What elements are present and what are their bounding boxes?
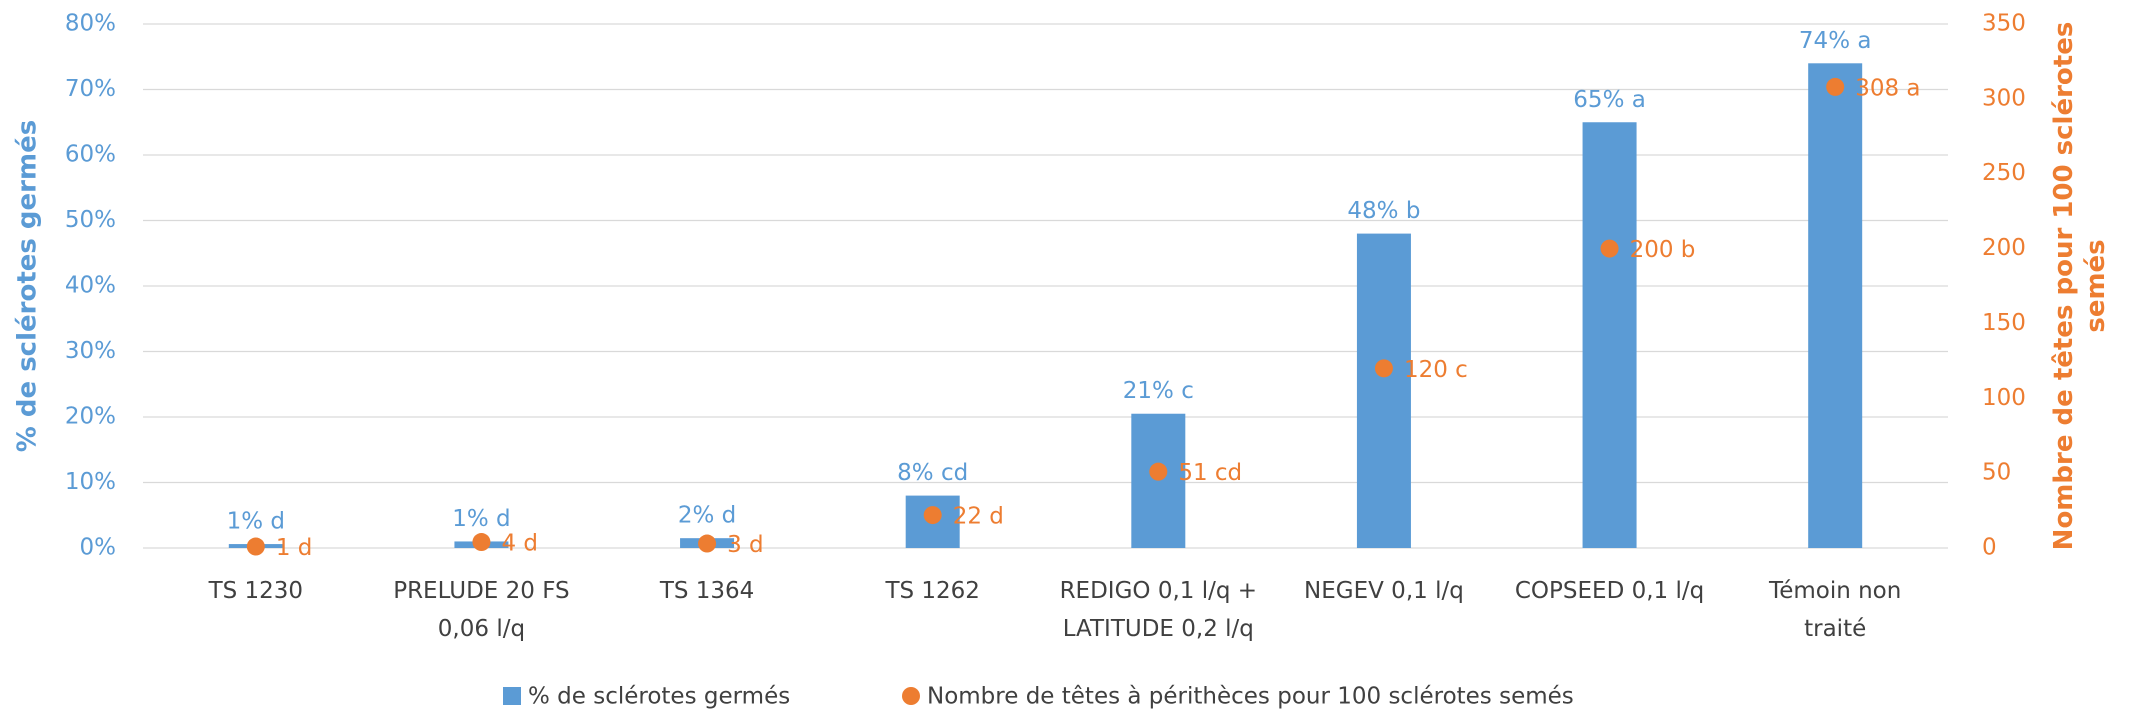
bar-value-label: 48% b <box>1347 198 1420 224</box>
x-tick-label: TS 1262 <box>884 578 980 604</box>
point-value-label: 3 d <box>727 532 764 558</box>
y-tick-label: 60% <box>65 142 116 168</box>
point <box>1149 462 1168 481</box>
point-value-label: 120 c <box>1404 357 1468 383</box>
bar-value-label: 65% a <box>1573 87 1646 113</box>
y-tick-label: 20% <box>65 404 116 430</box>
point <box>923 506 942 525</box>
point <box>246 537 265 556</box>
x-tick-label: TS 1364 <box>659 578 755 604</box>
x-tick-label-line: traité <box>1804 616 1866 642</box>
point <box>472 533 491 552</box>
y2-tick-label: 350 <box>1982 11 2026 37</box>
y2-tick-label: 150 <box>1982 310 2026 336</box>
y-tick-label: 50% <box>65 207 116 233</box>
x-tick-label: Témoin non traité <box>1768 578 1901 642</box>
x-tick-label: TS 1230 <box>208 578 304 604</box>
x-tick-label-line: TS 1262 <box>884 578 980 604</box>
y2-tick-label: 100 <box>1982 385 2026 411</box>
x-tick-label-line: TS 1364 <box>659 578 755 604</box>
bar-value-label: 8% cd <box>897 460 968 486</box>
y2-axis-title-line: semés <box>2081 239 2111 332</box>
y2-tick-label: 250 <box>1982 160 2026 186</box>
point-value-label: 308 a <box>1855 75 1920 101</box>
bar <box>1582 122 1637 548</box>
y-tick-label: 0% <box>80 535 117 561</box>
bar <box>1808 63 1863 549</box>
point-value-label: 22 d <box>953 504 1004 530</box>
bar-value-label: 2% d <box>678 503 736 529</box>
x-tick-label: NEGEV 0,1 l/q <box>1304 578 1464 604</box>
x-tick-label-line: PRELUDE 20 FS <box>393 578 569 604</box>
x-tick-label-line: COPSEED 0,1 l/q <box>1515 578 1704 604</box>
bar-value-label: 1% d <box>452 506 510 532</box>
x-tick-label: COPSEED 0,1 l/q <box>1515 578 1704 604</box>
bar-value-label: 1% d <box>227 509 285 535</box>
y2-axis-title: Nombre de têtes pour 100 sclérotessemés <box>2049 22 2111 551</box>
y-tick-label: 30% <box>65 338 116 364</box>
y-tick-label: 70% <box>65 76 116 102</box>
x-tick-label-line: Témoin non <box>1768 578 1901 604</box>
x-tick-label-line: LATITUDE 0,2 l/q <box>1063 616 1254 642</box>
point-value-label: 51 cd <box>1178 460 1242 486</box>
x-tick-label: PRELUDE 20 FS 0,06 l/q <box>393 578 569 642</box>
y2-tick-label: 300 <box>1982 85 2026 111</box>
y2-axis-title-line: Nombre de têtes pour 100 sclérotes <box>2049 22 2079 551</box>
y-tick-label: 10% <box>65 469 116 495</box>
y2-tick-label: 50 <box>1982 460 2011 486</box>
x-tick-label-line: REDIGO 0,1 l/q + <box>1060 578 1257 604</box>
bar <box>1356 233 1411 548</box>
legend-label: % de sclérotes germés <box>528 684 790 710</box>
y-axis-title: % de sclérotes germés <box>13 120 43 452</box>
point <box>1826 77 1845 96</box>
y-tick-label: 40% <box>65 273 116 299</box>
y2-tick-label: 0 <box>1982 535 1997 561</box>
point <box>1374 359 1393 378</box>
y-tick-label: 80% <box>65 11 116 37</box>
point <box>698 534 717 553</box>
x-tick-label-line: 0,06 l/q <box>438 616 525 642</box>
bar-value-label: 21% c <box>1123 378 1194 404</box>
point-value-label: 4 d <box>501 531 538 557</box>
y2-tick-label: 200 <box>1982 235 2026 261</box>
legend-label: Nombre de têtes à périthèces pour 100 sc… <box>927 684 1574 710</box>
legend-swatch <box>503 687 521 705</box>
x-tick-label: REDIGO 0,1 l/q + LATITUDE 0,2 l/q <box>1060 578 1257 642</box>
point-value-label: 1 d <box>276 535 313 561</box>
x-tick-label-line: NEGEV 0,1 l/q <box>1304 578 1464 604</box>
legend-swatch <box>902 687 920 705</box>
bar-value-label: 74% a <box>1799 28 1872 54</box>
x-tick-label-line: TS 1230 <box>208 578 304 604</box>
point-value-label: 200 b <box>1630 237 1696 263</box>
point <box>1600 239 1619 258</box>
bar <box>1131 413 1186 548</box>
